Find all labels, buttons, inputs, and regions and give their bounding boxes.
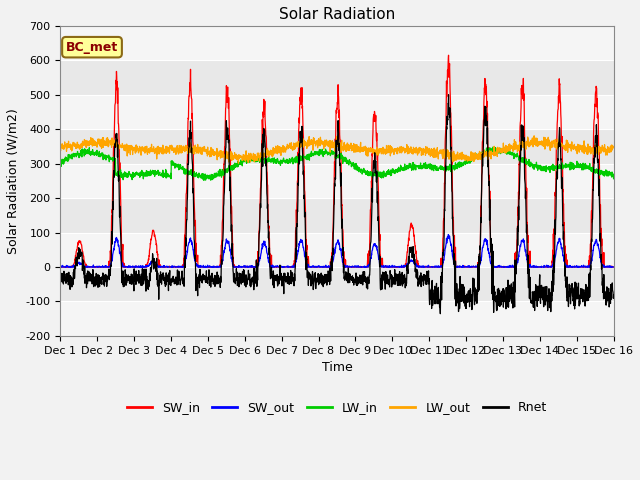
Rnet <box>610 292 618 298</box>
Rnet <box>561 263 569 269</box>
Bar <box>60 267 614 301</box>
LW_out <box>365 147 373 153</box>
LW_out <box>235 160 243 166</box>
Bar <box>60 60 614 95</box>
Rnet <box>365 281 372 287</box>
Rnet <box>56 276 64 282</box>
LW_out <box>498 149 506 155</box>
SW_out <box>499 264 506 270</box>
LW_out <box>610 145 618 151</box>
Line: LW_in: LW_in <box>60 147 614 180</box>
Text: BC_met: BC_met <box>66 41 118 54</box>
LW_out <box>520 132 527 137</box>
Line: Rnet: Rnet <box>60 95 614 314</box>
SW_in <box>365 248 372 254</box>
Bar <box>60 129 614 164</box>
LW_out <box>561 143 569 149</box>
LW_in <box>499 148 506 154</box>
X-axis label: Time: Time <box>321 361 353 374</box>
SW_in <box>445 52 452 58</box>
LW_in <box>490 144 497 150</box>
LW_in <box>610 176 618 181</box>
Line: SW_out: SW_out <box>60 235 614 267</box>
Rnet <box>211 273 218 278</box>
LW_out <box>577 146 584 152</box>
Bar <box>60 164 614 198</box>
SW_in <box>211 264 218 270</box>
SW_in <box>56 264 64 270</box>
Bar <box>60 301 614 336</box>
Line: SW_in: SW_in <box>60 55 614 267</box>
Bar <box>60 233 614 267</box>
Bar <box>60 95 614 129</box>
SW_out <box>444 232 452 238</box>
LW_in <box>353 166 361 172</box>
LW_in <box>577 161 584 167</box>
SW_out <box>561 261 569 267</box>
LW_out <box>353 149 361 155</box>
LW_in <box>561 164 569 169</box>
LW_in <box>56 163 64 169</box>
Legend: SW_in, SW_out, LW_in, LW_out, Rnet: SW_in, SW_out, LW_in, LW_out, Rnet <box>122 396 552 420</box>
SW_out <box>577 264 584 270</box>
SW_out <box>610 264 618 270</box>
SW_in <box>353 264 361 270</box>
Line: LW_out: LW_out <box>60 134 614 163</box>
Y-axis label: Solar Radiation (W/m2): Solar Radiation (W/m2) <box>7 108 20 254</box>
SW_out <box>353 264 361 270</box>
Rnet <box>499 299 506 304</box>
SW_in <box>498 264 506 270</box>
Bar <box>60 26 614 60</box>
Bar <box>60 198 614 233</box>
LW_in <box>200 177 207 183</box>
SW_in <box>561 255 569 261</box>
LW_in <box>365 171 373 177</box>
Rnet <box>436 311 444 317</box>
SW_out <box>365 262 373 268</box>
LW_out <box>211 153 218 158</box>
Rnet <box>445 92 452 97</box>
SW_out <box>57 264 65 270</box>
LW_out <box>56 146 64 152</box>
SW_out <box>211 264 219 270</box>
SW_out <box>56 264 64 269</box>
LW_in <box>211 170 219 176</box>
Rnet <box>353 282 361 288</box>
Rnet <box>577 295 584 300</box>
SW_in <box>610 264 618 270</box>
Title: Solar Radiation: Solar Radiation <box>279 7 395 22</box>
SW_in <box>577 264 584 270</box>
